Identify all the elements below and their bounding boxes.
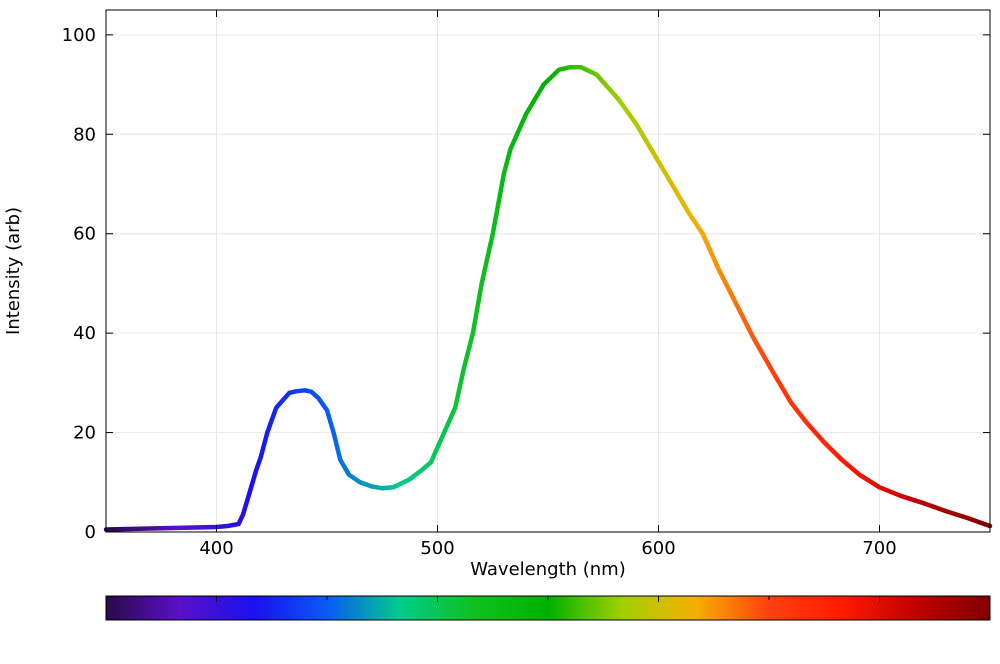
x-axis-label: Wavelength (nm) <box>470 559 626 580</box>
ticks: 400 500 600 700 0 20 40 60 80 100 <box>62 10 990 559</box>
y-tick-label: 80 <box>73 124 96 145</box>
x-tick-label: 500 <box>420 538 454 559</box>
y-tick-label: 60 <box>73 224 96 245</box>
y-tick-label: 40 <box>73 323 96 344</box>
y-tick-label: 100 <box>62 25 96 46</box>
y-axis-label: Intensity (arb) <box>3 207 24 335</box>
plot-frame <box>105 9 991 533</box>
spectrum-line <box>103 64 993 532</box>
y-tick-label: 20 <box>73 423 96 444</box>
y-tick-label: 0 <box>85 522 96 543</box>
x-tick-label: 600 <box>641 538 675 559</box>
x-tick-label: 700 <box>862 538 896 559</box>
x-tick-label: 400 <box>199 538 233 559</box>
grid <box>106 10 990 532</box>
colorbar <box>105 595 991 621</box>
spectrum-series-line <box>103 64 993 532</box>
